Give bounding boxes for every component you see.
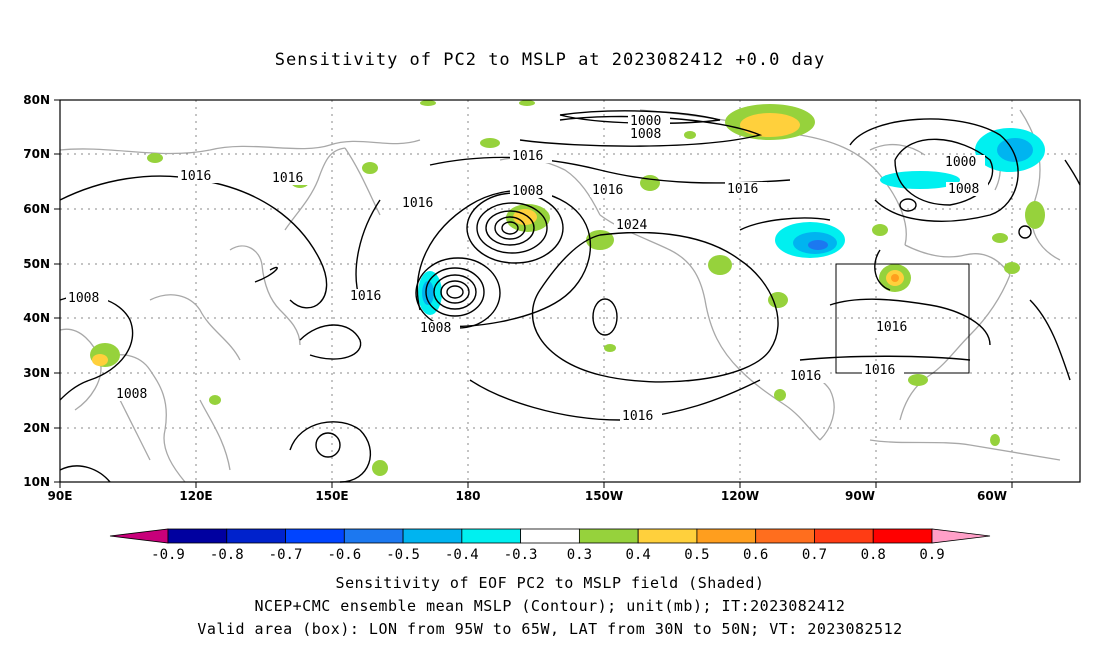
- negative-sensitivity-shading: [418, 128, 1045, 315]
- colorbar-swatch: [637, 528, 698, 544]
- contour-label-group: 1000 1008 1016 1016 1016 1008 1016 1016 …: [66, 114, 988, 424]
- contour-label: 1016: [790, 369, 821, 384]
- lat-label: 50N: [23, 257, 50, 271]
- contour-label: 1016: [350, 289, 381, 304]
- footer-line-3: Valid area (box): LON from 95W to 65W, L…: [197, 620, 903, 638]
- contour-label: 1008: [68, 291, 99, 306]
- colorbar-label: -0.6: [327, 547, 361, 563]
- lon-label: 150E: [315, 489, 348, 503]
- contour-label: 1016: [622, 409, 653, 424]
- contour-label: 1016: [727, 182, 758, 197]
- colorbar-swatch: [226, 528, 286, 544]
- colorbar-swatch: [520, 528, 580, 544]
- longitude-labels: 90E 120E 150E 180 150W 120W 90W 60W: [48, 489, 1007, 503]
- axis-ticks: [54, 99, 1013, 488]
- map-title: Sensitivity of PC2 to MSLP at 2023082412…: [274, 50, 826, 70]
- contour-label: 1016: [876, 320, 907, 335]
- contour-label: 1016: [592, 183, 623, 198]
- colorbar-label: -0.3: [504, 547, 538, 563]
- contour-label: 1016: [272, 171, 303, 186]
- contour-label: 1000: [945, 155, 976, 170]
- lat-label: 60N: [23, 202, 50, 216]
- lat-label: 10N: [23, 475, 50, 489]
- contour-label: 1008: [420, 321, 451, 336]
- lat-label: 80N: [23, 93, 50, 107]
- footer-line-2: NCEP+CMC ensemble mean MSLP (Contour); u…: [254, 597, 846, 615]
- graticule: [60, 100, 1080, 482]
- colorbar-swatch: [167, 528, 228, 544]
- contour-label: 1008: [948, 182, 979, 197]
- colorbar-label: 0.8: [861, 547, 886, 563]
- lat-label: 70N: [23, 147, 50, 161]
- contour-label: 1008: [116, 387, 147, 402]
- colorbar-label: 0.4: [626, 547, 651, 563]
- contour-label: 1008: [630, 127, 661, 142]
- colorbar-end-high: [931, 528, 991, 544]
- colorbar-end-low: [109, 528, 169, 544]
- colorbar-label: -0.9: [151, 547, 185, 563]
- colorbar-swatch: [755, 528, 815, 544]
- colorbar-swatch: [343, 528, 404, 544]
- contour-label: 1008: [512, 184, 543, 199]
- lon-label: 120E: [179, 489, 212, 503]
- colorbar-swatch: [578, 528, 639, 544]
- colorbar-label: -0.7: [269, 547, 303, 563]
- colorbar-label: 0.6: [743, 547, 768, 563]
- colorbar-swatch: [402, 528, 463, 544]
- colorbar-swatch: [872, 528, 933, 544]
- contour-label: 1016: [180, 169, 211, 184]
- colorbar-swatch: [285, 528, 345, 544]
- colorbar-label: 0.3: [567, 547, 592, 563]
- lon-label: 150W: [585, 489, 623, 503]
- lon-label: 180: [455, 489, 480, 503]
- contour-label: 1016: [402, 196, 433, 211]
- lon-label: 90E: [48, 489, 73, 503]
- contour-label: 1000: [630, 114, 661, 129]
- colorbar: [109, 528, 991, 544]
- lon-label: 90W: [845, 489, 875, 503]
- colorbar-swatch: [461, 528, 522, 544]
- lat-label: 20N: [23, 421, 50, 435]
- latitude-labels: 80N 70N 60N 50N 40N 30N 20N 10N: [23, 93, 50, 489]
- colorbar-labels: -0.9 -0.8 -0.7 -0.6 -0.5 -0.4 -0.3 0.3 0.4 0.5 0.6…: [151, 547, 945, 563]
- footer-line-1: Sensitivity of EOF PC2 to MSLP field (Sh…: [335, 574, 765, 592]
- contour-label: 1024: [616, 218, 647, 233]
- colorbar-swatch: [696, 528, 757, 544]
- lon-label: 120W: [721, 489, 759, 503]
- colorbar-label: 0.7: [802, 547, 827, 563]
- lat-label: 30N: [23, 366, 50, 380]
- colorbar-swatch: [814, 528, 874, 544]
- colorbar-label: -0.8: [210, 547, 244, 563]
- colorbar-label: -0.4: [445, 547, 479, 563]
- colorbar-label: -0.5: [386, 547, 420, 563]
- lon-label: 60W: [977, 489, 1007, 503]
- map-frame: [59, 99, 1081, 483]
- colorbar-label: 0.9: [919, 547, 944, 563]
- lat-label: 40N: [23, 311, 50, 325]
- contour-label: 1016: [512, 149, 543, 164]
- contour-label: 1016: [864, 363, 895, 378]
- colorbar-label: 0.5: [684, 547, 709, 563]
